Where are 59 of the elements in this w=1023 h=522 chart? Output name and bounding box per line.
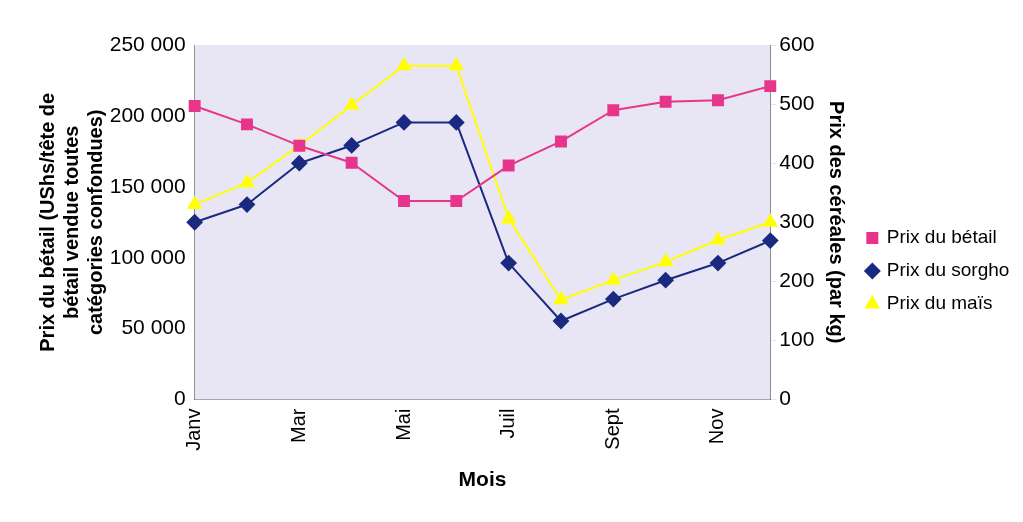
point (448, 114, 465, 131)
y-axis-title: Prix du bétail (UShs/tête de bétail vendue toutes catégories confondues) (35, 92, 106, 352)
point (658, 253, 673, 267)
x-tick-label: Janv (182, 408, 205, 451)
point (395, 114, 412, 131)
point (396, 57, 412, 71)
point (710, 232, 726, 245)
point (555, 135, 567, 148)
point (241, 118, 253, 131)
point (501, 210, 516, 224)
point (187, 196, 202, 210)
legend-label: Prix du bétail (886, 226, 997, 248)
point (763, 214, 778, 227)
point (186, 214, 203, 231)
point (712, 94, 724, 107)
y2-tick-label: 200 (779, 268, 815, 292)
legend-label: Prix du maïs (886, 292, 993, 314)
y2-tick-label: 500 (779, 90, 815, 114)
y-tick-label: 200 000 (109, 102, 186, 126)
point (606, 272, 621, 285)
point (398, 195, 410, 207)
point (239, 174, 255, 188)
y2-tick-label: 0 (779, 386, 791, 410)
y2-axis-title: Prix des céréales (par kg) (825, 101, 848, 344)
y-tick-label: 50 000 (121, 315, 186, 339)
x-tick-label: Sept (600, 408, 623, 450)
x-tick-label: Juil (496, 408, 519, 439)
point (764, 80, 777, 93)
point (657, 272, 674, 289)
point (344, 97, 359, 110)
point (709, 255, 726, 272)
y2-tick-label: 100 (779, 327, 815, 351)
point (449, 57, 464, 71)
point (188, 100, 201, 112)
point (502, 159, 515, 172)
x-tick-label: Nov (705, 408, 728, 445)
y2-tick-label: 400 (779, 149, 815, 173)
point (345, 156, 358, 169)
point (239, 196, 255, 213)
point (607, 104, 620, 117)
x-tick-label: Mar (286, 408, 309, 444)
point (500, 255, 517, 272)
y-tick-label: 250 000 (109, 31, 186, 55)
legend-label: Prix du sorgho (886, 259, 1010, 281)
point (450, 195, 463, 207)
point (762, 232, 779, 249)
point (553, 291, 569, 305)
point (552, 312, 569, 329)
y2-tick-label: 600 (779, 31, 815, 55)
point (605, 291, 622, 308)
y-tick-label: 0 (173, 386, 186, 410)
point (343, 137, 360, 154)
x-axis-title: Mois (458, 467, 507, 491)
y2-tick-label: 300 (779, 209, 815, 233)
x-tick-label: Mai (391, 408, 414, 441)
point (659, 95, 672, 108)
y-tick-label: 150 000 (109, 173, 186, 197)
y-tick-label: 100 000 (109, 244, 186, 268)
point (291, 155, 308, 172)
